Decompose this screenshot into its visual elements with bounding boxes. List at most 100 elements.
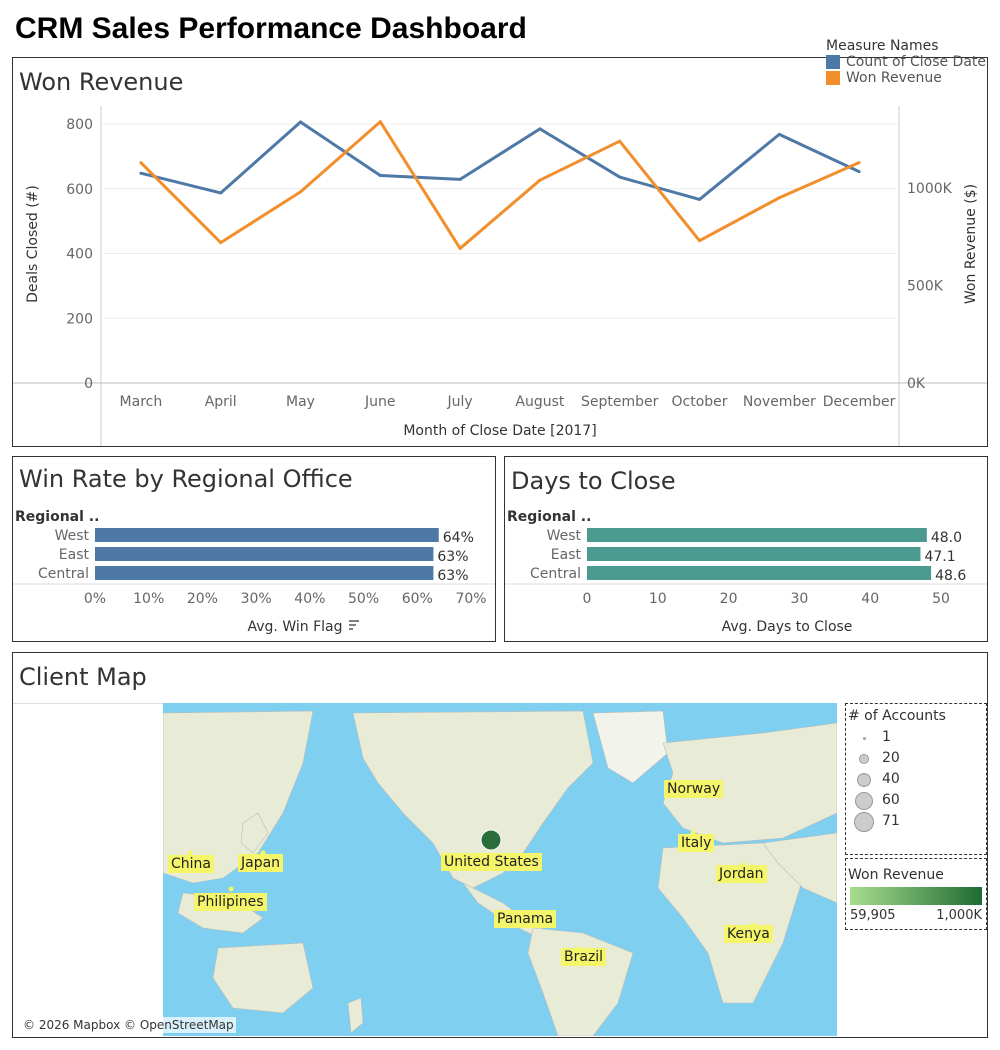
legend-label: Count of Close Date bbox=[846, 54, 987, 70]
x-tick-label: 70% bbox=[455, 591, 486, 607]
x-tick-label: October bbox=[671, 394, 727, 410]
y-axis-title: Deals Closed (#) bbox=[25, 185, 41, 303]
category-label: East bbox=[551, 547, 582, 563]
x-tick-label: 60% bbox=[402, 591, 433, 607]
data-point bbox=[618, 175, 622, 179]
x-axis-title: Avg. Days to Close bbox=[722, 619, 853, 635]
size-legend: # of Accounts 1 20 40 60 71 bbox=[845, 703, 987, 855]
marker-philipines bbox=[228, 886, 234, 892]
x-tick-label: May bbox=[286, 394, 315, 410]
client-map-panel: Client Map bbox=[12, 652, 988, 1038]
value-label: 47.1 bbox=[924, 549, 955, 565]
legend-swatch bbox=[826, 55, 840, 69]
landmass-north-america bbox=[352, 710, 594, 889]
x-tick-label: March bbox=[120, 394, 163, 410]
size-legend-item[interactable]: 20 bbox=[850, 749, 980, 769]
size-legend-item[interactable]: 40 bbox=[850, 770, 980, 790]
category-label: West bbox=[547, 528, 582, 544]
legend-swatch bbox=[826, 71, 840, 85]
country-label-panama[interactable]: Panama bbox=[494, 910, 557, 928]
category-label: East bbox=[59, 547, 90, 563]
client-map-title: Client Map bbox=[19, 663, 147, 691]
x-tick-label: 40 bbox=[861, 591, 879, 607]
country-label-japan[interactable]: Japan bbox=[238, 854, 284, 872]
right-tick-label: 500K bbox=[907, 279, 944, 295]
color-legend-min: 59,905 bbox=[850, 908, 896, 923]
x-tick-label: 40% bbox=[294, 591, 325, 607]
country-label-china[interactable]: China bbox=[168, 855, 214, 873]
right-tick-label: 1000K bbox=[907, 181, 953, 197]
size-legend-item[interactable]: 1 bbox=[850, 728, 980, 748]
sort-icon[interactable] bbox=[349, 620, 359, 630]
country-label-jordan[interactable]: Jordan bbox=[716, 865, 767, 883]
x-tick-label: 10 bbox=[649, 591, 667, 607]
bar[interactable] bbox=[587, 566, 932, 580]
x-tick-label: 10% bbox=[133, 591, 164, 607]
size-legend-circle bbox=[859, 754, 869, 764]
country-label-philipines[interactable]: Philipines bbox=[194, 893, 267, 911]
measure-legend-item[interactable]: Won Revenue bbox=[826, 70, 996, 86]
bar[interactable] bbox=[95, 566, 434, 580]
data-point bbox=[777, 132, 781, 136]
country-label-italy[interactable]: Italy bbox=[678, 834, 715, 852]
country-label-brazil[interactable]: Brazil bbox=[561, 948, 607, 966]
data-point bbox=[538, 127, 542, 131]
x-tick-label: April bbox=[205, 394, 237, 410]
color-legend-max: 1,000K bbox=[936, 908, 982, 923]
category-label: Central bbox=[530, 566, 581, 582]
x-tick-label: November bbox=[743, 394, 816, 410]
category-label: Central bbox=[38, 566, 89, 582]
map-attribution: © 2026 Mapbox © OpenStreetMap bbox=[21, 1017, 236, 1033]
landmass-south-america bbox=[527, 927, 634, 1036]
days-chart[interactable]: Regional .. West 48.0 East 47.1 Central 48.6 0 1… bbox=[505, 457, 987, 641]
win-rate-chart[interactable]: Regional .. West 64% East 63% Central 63% 0% 10%… bbox=[13, 457, 495, 641]
marker-china bbox=[187, 850, 193, 856]
x-tick-label: 0 bbox=[583, 591, 592, 607]
country-label-united-states[interactable]: United States bbox=[441, 853, 542, 871]
landmass-greenland bbox=[592, 710, 669, 784]
color-legend-title: Won Revenue bbox=[848, 867, 944, 883]
x-axis-title: Month of Close Date [2017] bbox=[403, 423, 596, 439]
size-legend-item[interactable]: 60 bbox=[850, 791, 980, 811]
size-legend-circle bbox=[855, 792, 873, 810]
size-legend-label: 60 bbox=[882, 792, 900, 808]
landmass-japan bbox=[240, 812, 269, 854]
x-tick-label: 0% bbox=[84, 591, 106, 607]
days-panel: Days to Close Regional .. West 48.0 East 47.… bbox=[504, 456, 988, 642]
left-tick-label: 400 bbox=[66, 247, 93, 263]
line-chart[interactable]: 0 200 400 600 800 0K 500K 1000K Deals Closed (#)… bbox=[13, 58, 987, 446]
data-point bbox=[378, 120, 382, 124]
x-tick-label: June bbox=[364, 394, 396, 410]
data-point bbox=[857, 170, 861, 174]
x-tick-label: September bbox=[581, 394, 659, 410]
data-point bbox=[219, 241, 223, 245]
y2-axis-title: Won Revenue ($) bbox=[963, 184, 979, 304]
data-point bbox=[299, 190, 302, 194]
bar[interactable] bbox=[95, 528, 439, 542]
dim-label: Regional .. bbox=[507, 509, 591, 525]
dashboard-title: CRM Sales Performance Dashboard bbox=[15, 12, 527, 45]
data-point bbox=[538, 178, 542, 182]
data-point bbox=[857, 161, 861, 165]
landmass-middle-east bbox=[762, 832, 837, 904]
country-label-norway[interactable]: Norway bbox=[664, 780, 724, 798]
data-point bbox=[458, 246, 462, 250]
bar[interactable] bbox=[587, 528, 927, 542]
data-point bbox=[698, 197, 701, 201]
dim-label: Regional .. bbox=[15, 509, 99, 525]
series-line-won-revenue bbox=[139, 120, 860, 250]
landmass-asia bbox=[163, 710, 314, 884]
measure-legend-item[interactable]: Count of Close Date bbox=[826, 54, 996, 70]
x-tick-label: 20 bbox=[720, 591, 738, 607]
world-map[interactable]: Norway Italy Jordan Kenya United States … bbox=[163, 703, 837, 1036]
data-point bbox=[618, 139, 622, 143]
size-legend-circle bbox=[862, 736, 866, 740]
bar[interactable] bbox=[95, 547, 434, 561]
size-legend-item[interactable]: 71 bbox=[850, 812, 980, 832]
left-tick-label: 200 bbox=[66, 311, 93, 327]
data-point bbox=[139, 161, 143, 165]
data-point bbox=[378, 173, 382, 177]
bar[interactable] bbox=[587, 547, 921, 561]
country-label-kenya[interactable]: Kenya bbox=[724, 925, 773, 943]
x-tick-label: August bbox=[515, 394, 565, 410]
